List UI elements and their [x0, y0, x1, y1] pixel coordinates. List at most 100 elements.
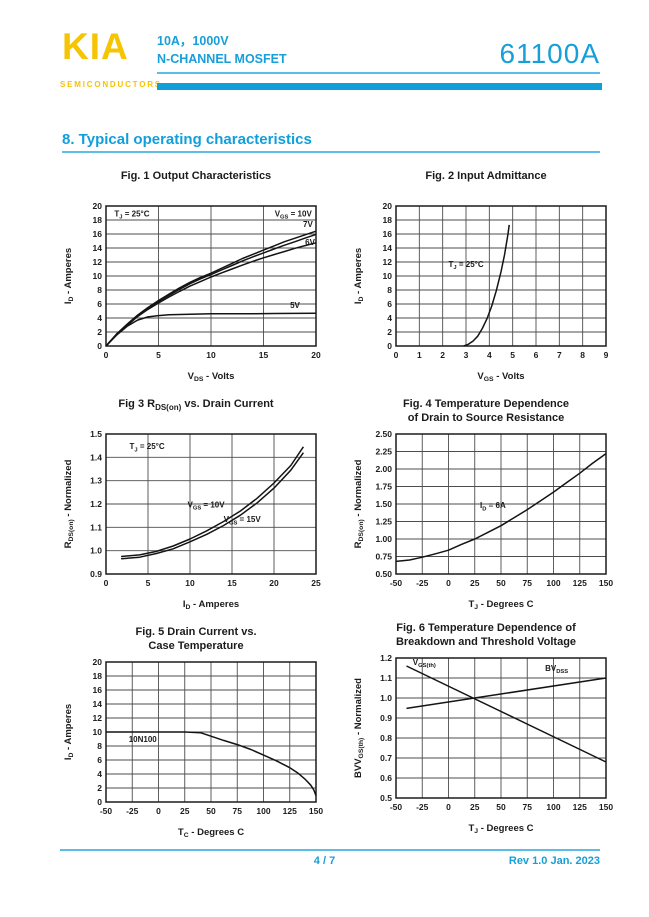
svg-text:10: 10	[93, 271, 103, 281]
svg-text:-50: -50	[390, 578, 403, 588]
svg-text:2: 2	[387, 327, 392, 337]
figure-5-title: Fig. 5 Drain Current vs. Case Temperature	[135, 626, 257, 652]
svg-text:20: 20	[269, 578, 279, 588]
svg-text:6: 6	[97, 755, 102, 765]
svg-text:ID - Amperes: ID - Amperes	[183, 599, 239, 611]
svg-text:6: 6	[534, 350, 539, 360]
section-rule	[62, 151, 600, 153]
svg-text:2.25: 2.25	[375, 447, 392, 457]
figure-1-title: Fig. 1 Output Characteristics	[120, 170, 272, 182]
kia-logo: KIA	[62, 26, 129, 67]
svg-text:1.0: 1.0	[380, 693, 392, 703]
svg-text:2: 2	[97, 327, 102, 337]
svg-text:1.2: 1.2	[380, 653, 392, 663]
svg-text:125: 125	[283, 806, 297, 816]
svg-text:8: 8	[387, 285, 392, 295]
svg-text:ID = 6A: ID = 6A	[480, 501, 506, 512]
header-rule-thick	[157, 83, 602, 90]
figure-1-chart: 0 5 10 15 20 0 2 4 6 8 10 12 14 16 18 20 TJ = 25°C VGS = …	[63, 201, 321, 383]
figure-5: Fig. 5 Drain Current vs. Case Temperature…	[60, 624, 332, 842]
svg-text:1: 1	[417, 350, 422, 360]
svg-text:TC - Degrees C: TC - Degrees C	[178, 827, 244, 839]
svg-text:4: 4	[487, 350, 492, 360]
device-rating: 10A，1000V	[157, 34, 229, 48]
svg-text:5: 5	[156, 350, 161, 360]
svg-text:18: 18	[93, 671, 103, 681]
svg-text:10: 10	[93, 727, 103, 737]
svg-text:10: 10	[206, 350, 216, 360]
svg-text:-25: -25	[416, 578, 429, 588]
svg-text:20: 20	[383, 201, 393, 211]
svg-text:8: 8	[97, 285, 102, 295]
svg-text:3: 3	[464, 350, 469, 360]
svg-text:14: 14	[93, 243, 103, 253]
svg-text:7V: 7V	[303, 220, 313, 229]
svg-text:1.50: 1.50	[375, 499, 392, 509]
svg-text:2: 2	[97, 783, 102, 793]
svg-text:5V: 5V	[290, 301, 300, 310]
svg-text:0.9: 0.9	[380, 713, 392, 723]
svg-text:0.75: 0.75	[375, 552, 392, 562]
svg-text:16: 16	[93, 229, 103, 239]
svg-text:-25: -25	[126, 806, 139, 816]
svg-text:7: 7	[557, 350, 562, 360]
svg-text:6: 6	[97, 299, 102, 309]
svg-text:100: 100	[546, 802, 560, 812]
svg-text:20: 20	[93, 201, 103, 211]
svg-text:1.3: 1.3	[90, 476, 102, 486]
svg-text:8: 8	[580, 350, 585, 360]
svg-text:-25: -25	[416, 802, 429, 812]
svg-text:1.2: 1.2	[90, 499, 102, 509]
svg-text:9: 9	[604, 350, 609, 360]
svg-text:125: 125	[573, 802, 587, 812]
svg-text:VDS - Volts: VDS - Volts	[188, 371, 235, 383]
svg-text:TJ - Degrees C: TJ - Degrees C	[468, 599, 533, 611]
svg-text:VGS = 10V: VGS = 10V	[187, 501, 225, 512]
figure-6-title: Fig. 6 Temperature Dependence of Breakdow…	[395, 622, 577, 648]
svg-text:12: 12	[93, 713, 103, 723]
svg-text:RDS(on) - Normalized: RDS(on) - Normalized	[63, 459, 75, 548]
svg-text:TJ - Degrees C: TJ - Degrees C	[468, 823, 533, 835]
logo-subtitle: SEMICONDUCTORS	[60, 80, 162, 89]
svg-text:0: 0	[446, 802, 451, 812]
svg-text:150: 150	[599, 578, 613, 588]
svg-text:1.25: 1.25	[375, 517, 392, 527]
svg-text:16: 16	[93, 685, 103, 695]
svg-text:25: 25	[470, 578, 480, 588]
svg-text:4: 4	[97, 769, 102, 779]
figure-3-chart: 0 5 10 15 20 25 0.9 1.0 1.1 1.2 1.3 1.4 1.5 TJ = 25°C…	[63, 429, 321, 611]
svg-text:0: 0	[446, 578, 451, 588]
svg-text:0.7: 0.7	[380, 753, 392, 763]
svg-text:100: 100	[546, 578, 560, 588]
svg-text:15: 15	[259, 350, 269, 360]
figure-3: Fig 3 RDS(on) vs. Drain Current 0 5 10 15 20…	[60, 396, 332, 614]
svg-text:10: 10	[383, 271, 393, 281]
svg-text:VGS(th): VGS(th)	[413, 658, 436, 669]
svg-text:14: 14	[383, 243, 393, 253]
svg-text:0: 0	[97, 797, 102, 807]
svg-text:20: 20	[93, 657, 103, 667]
svg-text:1.0: 1.0	[90, 546, 102, 556]
svg-text:18: 18	[93, 215, 103, 225]
svg-text:10: 10	[185, 578, 195, 588]
svg-text:16: 16	[383, 229, 393, 239]
svg-text:0.8: 0.8	[380, 733, 392, 743]
svg-text:2.00: 2.00	[375, 464, 392, 474]
svg-text:TJ = 25°C: TJ = 25°C	[114, 210, 149, 221]
svg-text:5: 5	[510, 350, 515, 360]
svg-text:1.1: 1.1	[90, 522, 102, 532]
svg-text:0: 0	[104, 350, 109, 360]
svg-text:0.50: 0.50	[375, 569, 392, 579]
revision-label: Rev 1.0 Jan. 2023	[508, 855, 600, 867]
svg-text:ID - Amperes: ID - Amperes	[63, 248, 75, 304]
svg-text:15: 15	[227, 578, 237, 588]
section-title: 8. Typical operating characteristics	[62, 131, 312, 148]
svg-text:BVDSS: BVDSS	[545, 664, 568, 675]
svg-text:25: 25	[180, 806, 190, 816]
figure-4-chart: -50 -25 0 25 50 75 100 125 150 0.50 0.75 1.00 1.25 1.…	[353, 429, 613, 611]
svg-text:75: 75	[523, 802, 533, 812]
svg-text:0: 0	[97, 341, 102, 351]
footer-rule	[60, 849, 600, 851]
